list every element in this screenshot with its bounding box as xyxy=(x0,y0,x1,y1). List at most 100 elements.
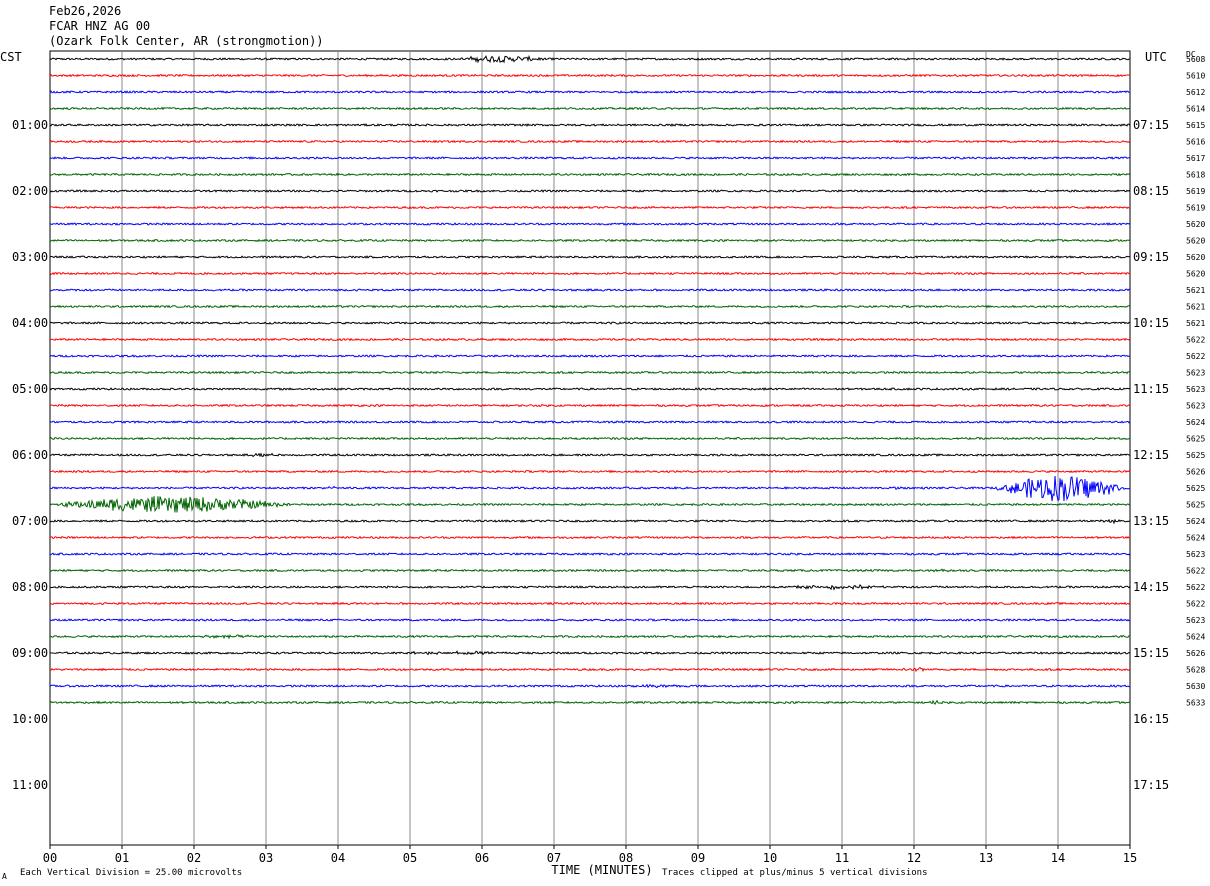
dc-offset-label: 5625 xyxy=(1186,435,1205,444)
x-tick-label: 07 xyxy=(547,851,561,865)
dc-offset-label: 5610 xyxy=(1186,72,1205,81)
dc-offset-label: 5626 xyxy=(1186,649,1205,658)
x-tick-label: 00 xyxy=(43,851,57,865)
dc-offset-label: 5614 xyxy=(1186,105,1205,114)
trace-line-17 xyxy=(49,337,1131,342)
left-hour-label: 06:00 xyxy=(12,448,48,462)
left-hour-label: 03:00 xyxy=(12,250,48,264)
right-timezone-label: UTC xyxy=(1145,50,1167,64)
x-tick-label: 06 xyxy=(475,851,489,865)
right-hour-label: 08:15 xyxy=(1133,184,1169,198)
x-tick-label: 12 xyxy=(907,851,921,865)
trace-line-24 xyxy=(49,452,1131,458)
dc-offset-label: 5620 xyxy=(1186,253,1205,262)
x-tick-label: 05 xyxy=(403,851,417,865)
right-hour-label: 10:15 xyxy=(1133,316,1169,330)
dc-offset-label: 5624 xyxy=(1186,517,1205,526)
minute-grid xyxy=(49,50,1131,846)
trace-line-37 xyxy=(49,666,1131,673)
x-tick-label: 09 xyxy=(691,851,705,865)
trace-line-0 xyxy=(49,54,1131,64)
trace-line-34 xyxy=(49,618,1131,622)
dc-offset-label: 5626 xyxy=(1186,468,1205,477)
x-tick-label: 03 xyxy=(259,851,273,865)
header-station: FCAR HNZ AG 00 xyxy=(49,19,151,33)
dc-offset-label: 5624 xyxy=(1186,534,1205,543)
right-hour-label: 07:15 xyxy=(1133,118,1169,132)
dc-offset-label: 5623 xyxy=(1186,369,1205,378)
dc-label: DC xyxy=(1186,50,1196,59)
trace-line-20 xyxy=(49,387,1131,391)
left-hour-label: 11:00 xyxy=(12,778,48,792)
dc-offset-label: 5624 xyxy=(1186,633,1205,642)
trace-line-3 xyxy=(49,106,1131,111)
left-hour-label: 07:00 xyxy=(12,514,48,528)
dc-offset-label: 5621 xyxy=(1186,303,1205,312)
x-tick-label: 10 xyxy=(763,851,777,865)
dc-offset-label: 5615 xyxy=(1186,121,1205,130)
dc-offset-label: 5616 xyxy=(1186,138,1205,147)
x-tick-label: 08 xyxy=(619,851,633,865)
trace-line-8 xyxy=(49,189,1131,193)
trace-line-12 xyxy=(49,255,1131,259)
trace-line-29 xyxy=(49,535,1131,540)
left-hour-label: 10:00 xyxy=(12,712,48,726)
trace-line-1 xyxy=(49,73,1131,78)
trace-line-16 xyxy=(49,321,1131,325)
trace-line-22 xyxy=(49,420,1131,424)
x-tick-label: 11 xyxy=(835,851,849,865)
trace-line-21 xyxy=(49,403,1131,408)
trace-line-33 xyxy=(49,601,1131,606)
x-tick-label: 01 xyxy=(115,851,129,865)
dc-offset-label: 5608 xyxy=(1186,55,1205,64)
trace-line-23 xyxy=(49,436,1131,441)
header-date: Feb26,2026 xyxy=(49,4,122,18)
trace-line-11 xyxy=(49,238,1131,243)
x-tick-label: 13 xyxy=(979,851,993,865)
plot-frame xyxy=(49,50,1131,846)
left-timezone-label: CST xyxy=(0,50,22,64)
trace-line-13 xyxy=(49,271,1131,276)
trace-line-2 xyxy=(49,90,1131,94)
dc-offset-label: 5625 xyxy=(1186,501,1205,510)
x-tick-label: 02 xyxy=(187,851,201,865)
dc-offset-label: 5619 xyxy=(1186,187,1205,196)
x-tick-label: 15 xyxy=(1123,851,1137,865)
trace-line-28 xyxy=(49,518,1131,525)
left-hour-label: 02:00 xyxy=(12,184,48,198)
trace-line-15 xyxy=(49,304,1131,309)
trace-line-14 xyxy=(49,288,1131,292)
trace-line-26 xyxy=(49,476,1131,502)
dc-offset-label: 5625 xyxy=(1186,484,1205,493)
dc-offset-label: 5621 xyxy=(1186,319,1205,328)
right-hour-label: 17:15 xyxy=(1133,778,1169,792)
trace-line-36 xyxy=(49,650,1131,656)
dc-offset-label: 5630 xyxy=(1186,682,1205,691)
trace-line-25 xyxy=(49,469,1131,474)
right-hour-label: 09:15 xyxy=(1133,250,1169,264)
left-hour-label: 08:00 xyxy=(12,580,48,594)
trace-line-30 xyxy=(49,552,1131,556)
right-hour-label: 13:15 xyxy=(1133,514,1169,528)
dc-offset-label: 5622 xyxy=(1186,336,1205,345)
left-hour-label: 05:00 xyxy=(12,382,48,396)
x-tick-label: 14 xyxy=(1051,851,1065,865)
left-hour-label: 04:00 xyxy=(12,316,48,330)
dc-offset-label: 5622 xyxy=(1186,583,1205,592)
trace-line-18 xyxy=(49,354,1131,358)
trace-line-32 xyxy=(49,583,1131,591)
dc-offset-label: 5623 xyxy=(1186,385,1205,394)
dc-offset-label: 5617 xyxy=(1186,154,1205,163)
x-tick-label: 04 xyxy=(331,851,345,865)
dc-offset-label: 5622 xyxy=(1186,352,1205,361)
right-hour-label: 16:15 xyxy=(1133,712,1169,726)
dc-offset-label: 5633 xyxy=(1186,699,1205,708)
footer-scale-note: Each Vertical Division = 25.00 microvolt… xyxy=(20,868,242,878)
x-axis-title: TIME (MINUTES) xyxy=(551,863,652,877)
left-hour-label: 01:00 xyxy=(12,118,48,132)
dc-offset-label: 5622 xyxy=(1186,600,1205,609)
dc-offset-label: 5625 xyxy=(1186,451,1205,460)
trace-line-4 xyxy=(49,123,1131,127)
trace-line-31 xyxy=(49,568,1131,573)
